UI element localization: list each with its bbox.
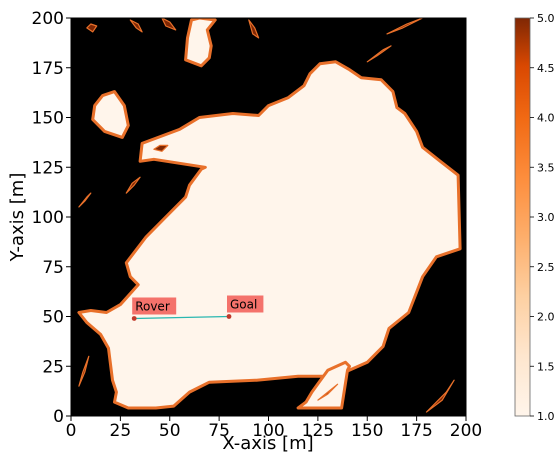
x-tick-label: 0: [66, 421, 77, 441]
x-tick-label: 75: [208, 421, 230, 441]
streak-h: [125, 176, 141, 194]
colorbar-tick-label: 3.0: [537, 211, 555, 224]
y-tick-label: 175: [32, 59, 64, 79]
y-tick-label: 125: [32, 158, 64, 178]
top-free-blob: [184, 18, 217, 68]
x-tick-label: 100: [252, 421, 284, 441]
y-tick-label: 0: [53, 407, 64, 427]
x-axis-label: X-axis [m]: [222, 433, 313, 454]
map-regions: [77, 18, 462, 413]
streak-l: [153, 144, 169, 152]
x-tick-label: 125: [302, 421, 334, 441]
y-axis: 0 25 50 75 100 125 150 175 200: [32, 9, 71, 427]
colorbar-tick-label: 1.0: [537, 410, 555, 423]
left-free-blob: [91, 90, 130, 139]
y-axis-label: Y-axis [m]: [7, 173, 28, 263]
rover-marker: [131, 316, 137, 321]
planned-path: [134, 315, 230, 320]
colorbar-tick-label: 4.5: [537, 62, 555, 75]
rover-label-box: [132, 297, 177, 315]
x-tick-label: 50: [159, 421, 181, 441]
colorbar: [514, 17, 531, 417]
streak-i: [425, 379, 455, 413]
x-tick-label: 25: [110, 421, 132, 441]
streak-g: [78, 192, 92, 208]
y-tick-label: 100: [32, 208, 64, 228]
streak-d: [248, 19, 260, 39]
streak-j: [317, 383, 339, 401]
bottom-free-blob: [296, 360, 351, 410]
streak-f: [366, 45, 392, 63]
streak-a: [86, 23, 98, 33]
x-tick-label: 175: [400, 421, 432, 441]
x-tick-label: 200: [450, 421, 482, 441]
colorbar-tick-label: 2.5: [537, 261, 555, 274]
y-tick-label: 25: [42, 357, 64, 377]
streak-e: [386, 18, 424, 35]
y-tick-label: 150: [32, 109, 64, 129]
colorbar-ticks: 1.0 1.5 2.0 2.5 3.0 3.5 4.0 4.5 5.0: [530, 12, 555, 423]
y-tick-label: 75: [42, 258, 64, 278]
main-free-area: [77, 60, 462, 410]
colorbar-tick-label: 5.0: [537, 12, 555, 25]
y-tick-label: 50: [42, 308, 64, 328]
colorbar-tick-label: 1.5: [537, 360, 555, 373]
x-axis: 0 25 50 75 100 125 150 175 200: [66, 416, 482, 441]
x-tick-label: 150: [351, 421, 383, 441]
y-tick-label: 200: [32, 9, 64, 29]
streak-c: [161, 18, 177, 31]
streak-b: [129, 19, 143, 33]
colorbar-tick-label: 3.5: [537, 161, 555, 174]
colorbar-tick-label: 4.0: [537, 112, 555, 125]
streak-k: [78, 355, 90, 387]
goal-label: Goal: [230, 298, 257, 312]
goal-label-box: [227, 295, 264, 313]
rover-label: Rover: [135, 299, 170, 313]
goal-marker: [226, 314, 232, 319]
colorbar-tick-label: 2.0: [537, 311, 555, 324]
path-layer: Rover Goal: [131, 295, 264, 321]
